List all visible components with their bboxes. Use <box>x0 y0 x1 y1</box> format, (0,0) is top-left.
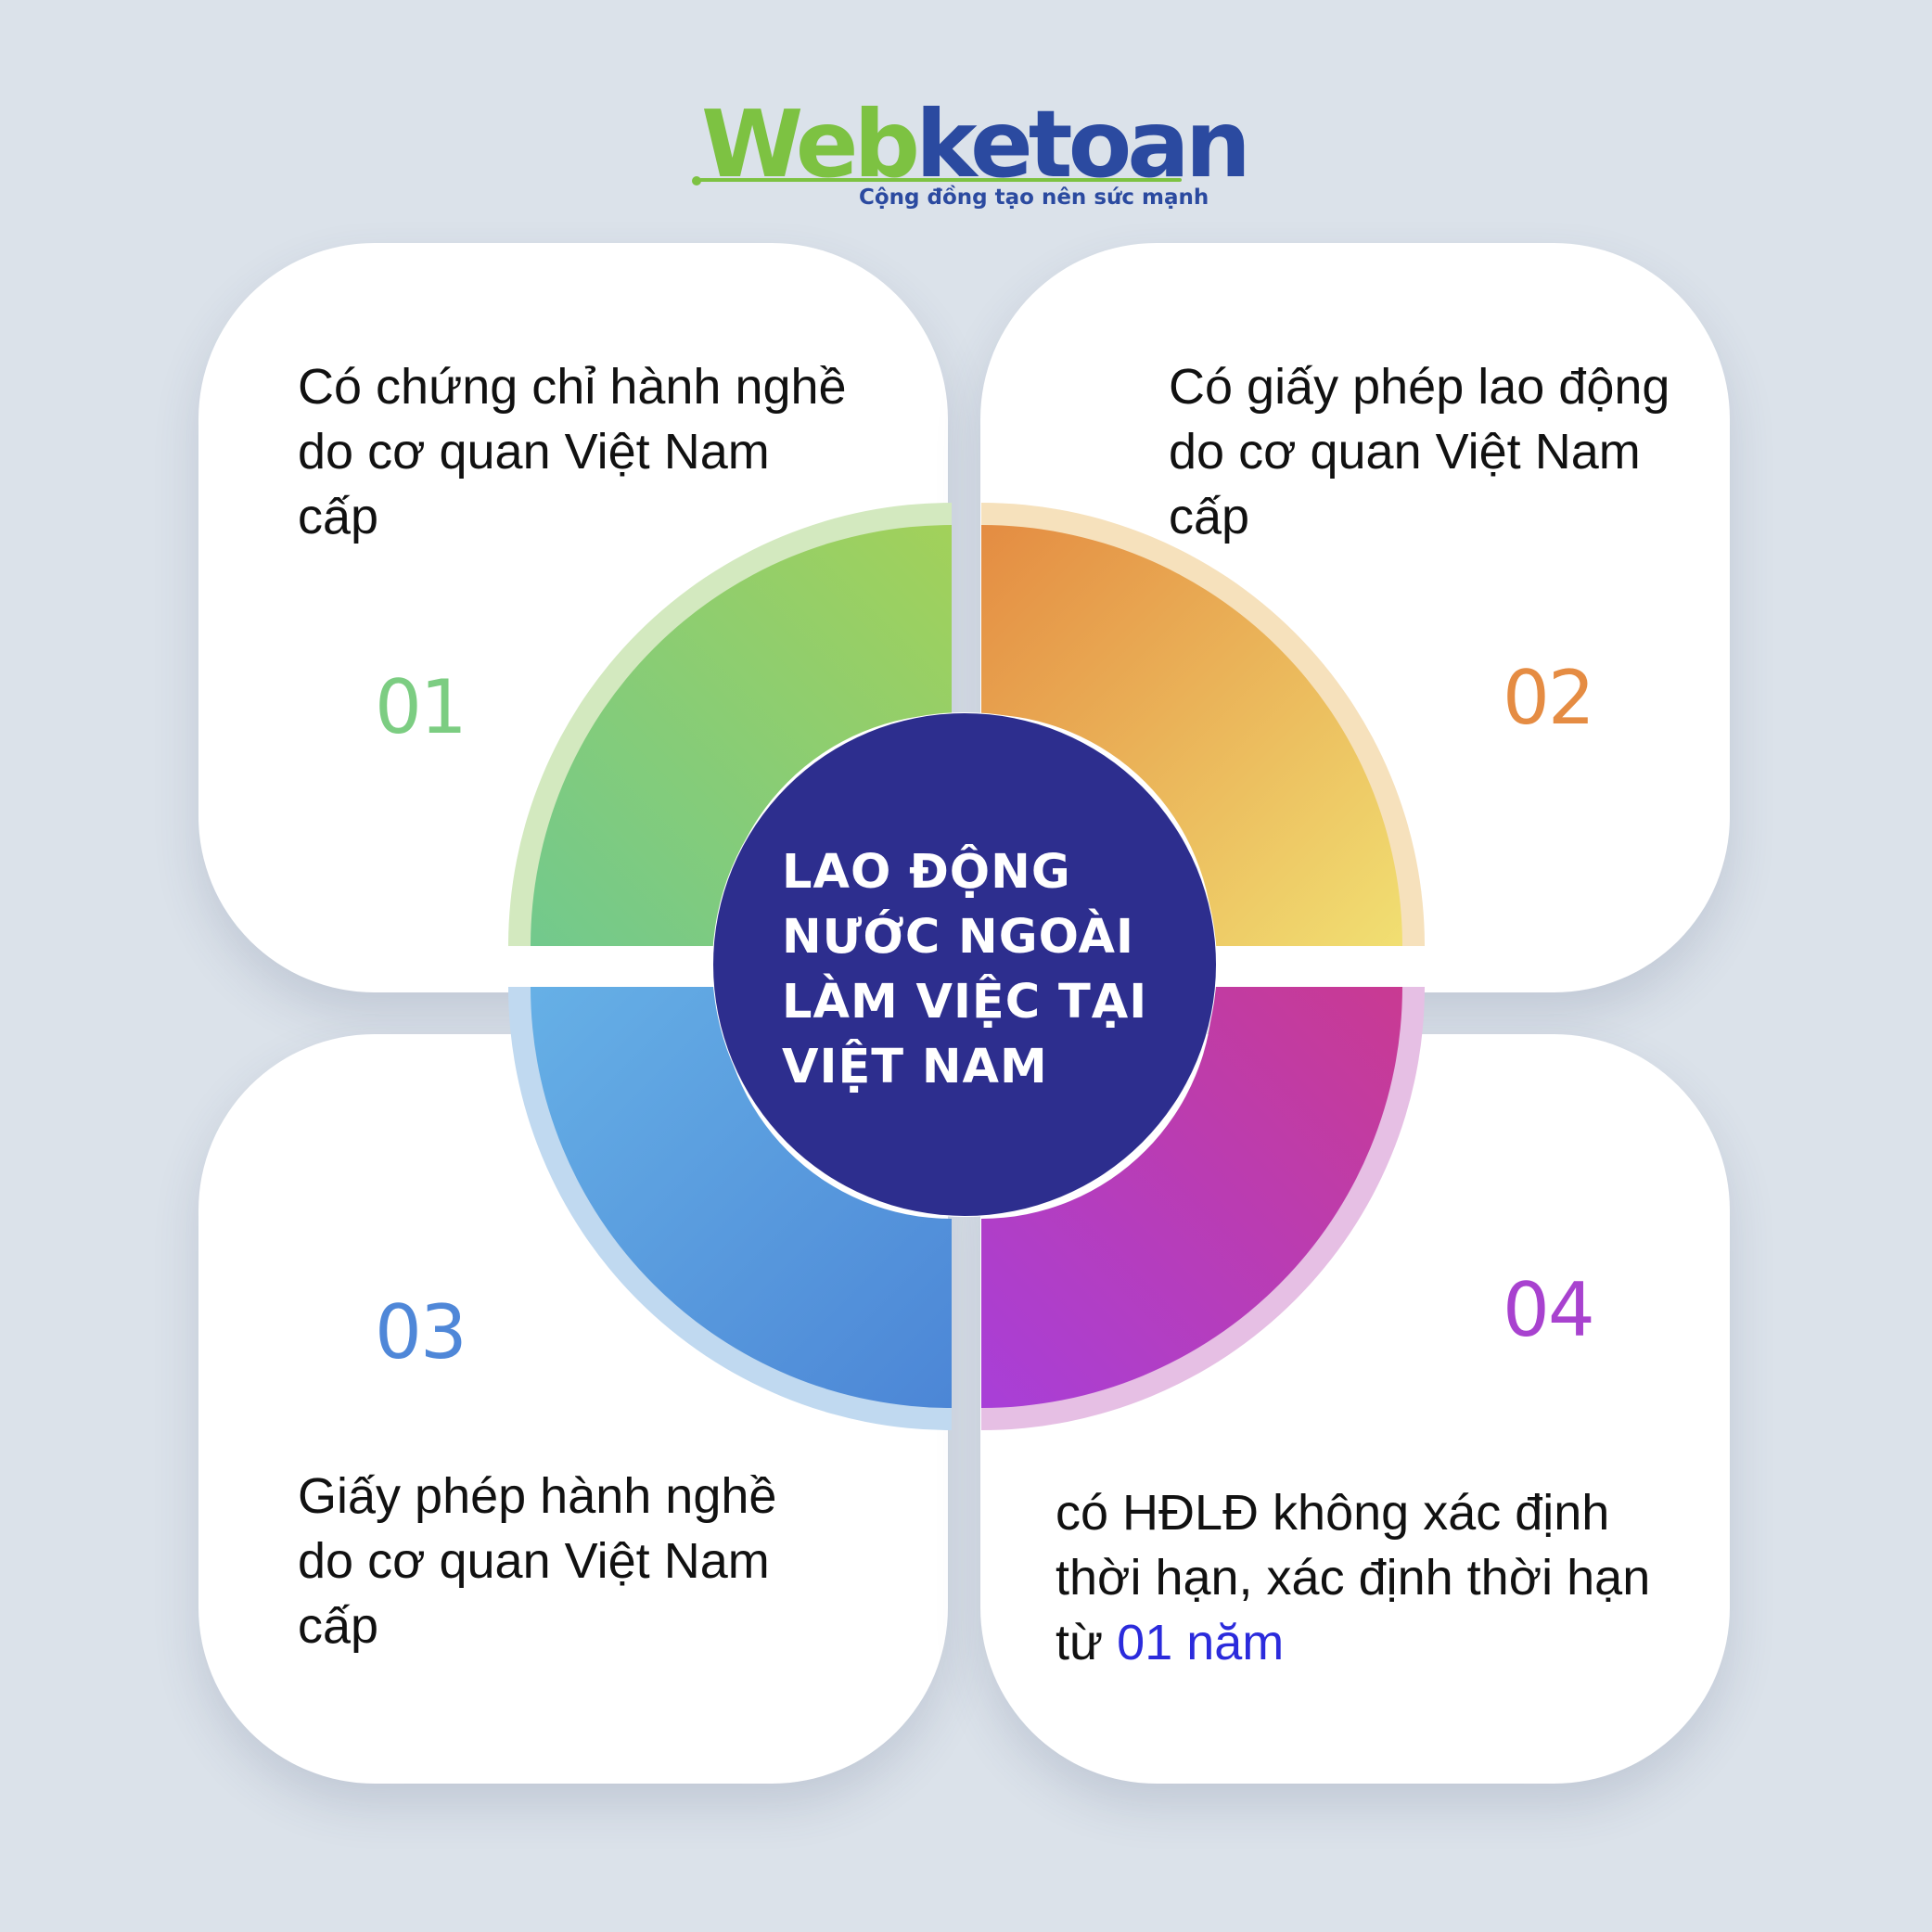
item-04-line: có HĐLĐ không xác định <box>1056 1485 1610 1541</box>
item-04-number: 04 <box>1503 1267 1595 1353</box>
item-03-number: 03 <box>375 1289 467 1375</box>
item-03-line: do cơ quan Việt Nam <box>298 1533 770 1589</box>
item-04-line: thời hạn, xác định thời hạn <box>1056 1550 1651 1606</box>
segment-03 <box>531 987 952 1408</box>
item-03-line: Giấy phép hành nghề <box>298 1468 777 1524</box>
item-03-text: Giấy phép hành nghề do cơ quan Việt Nam … <box>298 1464 776 1658</box>
item-02-line: Có giấy phép lao động <box>1169 359 1670 415</box>
item-04-highlight: 01 năm <box>1117 1615 1285 1670</box>
item-02-text: Có giấy phép lao động do cơ quan Việt Na… <box>1169 354 1670 549</box>
item-02-line: cấp <box>1169 489 1250 544</box>
item-01-line: cấp <box>298 489 379 544</box>
item-04-line-prefix: từ <box>1056 1615 1118 1670</box>
item-03-line: cấp <box>298 1598 379 1654</box>
item-01-text: Có chứng chỉ hành nghề do cơ quan Việt N… <box>298 354 847 549</box>
center-title-line: VIỆT NAM <box>782 1040 1048 1094</box>
center-title: LAO ĐỘNG NƯỚC NGOÀI LÀM VIỆC TẠI VIỆT NA… <box>782 840 1171 1100</box>
logo-dot-icon <box>692 176 701 186</box>
item-01-line: Có chứng chỉ hành nghề <box>298 359 847 415</box>
item-01-line: do cơ quan Việt Nam <box>298 424 770 480</box>
item-04-line: từ 01 năm <box>1056 1610 1650 1675</box>
item-02-number: 02 <box>1503 655 1595 741</box>
center-title-line: NƯỚC NGOÀI <box>782 910 1134 965</box>
segment-02 <box>981 525 1402 946</box>
segment-04 <box>981 987 1402 1408</box>
logo-underline <box>686 6 1206 228</box>
center-title-line: LAO ĐỘNG <box>782 845 1071 900</box>
item-01-number: 01 <box>375 664 467 750</box>
item-04-text: có HĐLĐ không xác định thời hạn, xác địn… <box>1056 1480 1650 1675</box>
center-circle-fill <box>713 713 1216 1216</box>
logo-tagline: Cộng đồng tạo nên sức mạnh <box>859 186 1209 210</box>
center-title-line: LÀM VIỆC TẠI <box>782 975 1148 1030</box>
segment-01 <box>531 525 952 946</box>
item-02-line: do cơ quan Việt Nam <box>1169 424 1641 480</box>
logo: Webketoan Cộng đồng tạo nên sức mạnh <box>686 89 1251 228</box>
